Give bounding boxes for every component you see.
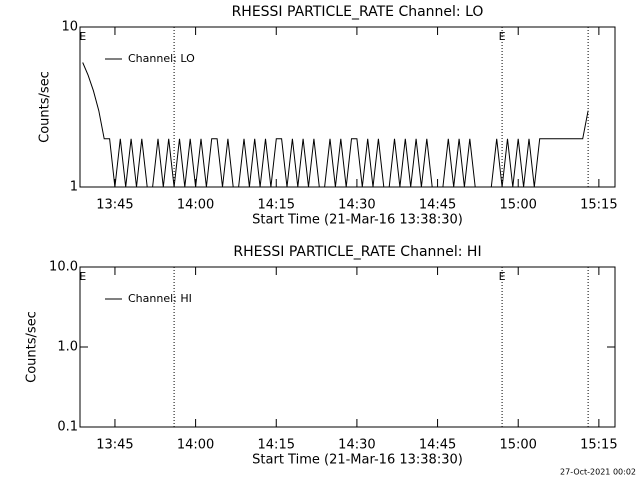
annotation: E [499, 30, 506, 43]
x-tick-label: 14:45 [419, 438, 456, 453]
x-tick-label: 15:15 [580, 198, 617, 213]
x-tick-label: 14:15 [258, 438, 295, 453]
annotation: E [79, 30, 86, 43]
x-tick-label: 13:45 [96, 198, 133, 213]
y-tick-label: 1.0 [57, 340, 78, 355]
x-tick-label: 15:15 [580, 438, 617, 453]
x-axis-label: Start Time (21-Mar-16 13:38:30) [252, 213, 463, 228]
annotation: E [79, 270, 86, 283]
y-axis-label: Counts/sec [25, 311, 40, 383]
x-tick-label: 15:00 [499, 198, 536, 213]
x-tick-label: 13:45 [96, 438, 133, 453]
chart-title: RHESSI PARTICLE_RATE Channel: HI [233, 244, 481, 260]
x-tick-label: 14:00 [177, 438, 214, 453]
y-tick-label: 10.0 [49, 260, 78, 275]
x-tick-label: 14:30 [338, 198, 375, 213]
x-tick-label: 15:00 [499, 438, 536, 453]
legend-label: Channel: LO [128, 52, 195, 65]
x-tick-label: 14:45 [419, 198, 456, 213]
x-axis-label: Start Time (21-Mar-16 13:38:30) [252, 453, 463, 468]
y-axis-label: Counts/sec [38, 71, 53, 143]
plot-frame [79, 26, 616, 188]
annotation: E [499, 270, 506, 283]
y-tick-label: 1 [70, 180, 78, 195]
x-tick-label: 14:15 [258, 198, 295, 213]
x-tick-label: 14:30 [338, 438, 375, 453]
chart-title: RHESSI PARTICLE_RATE Channel: LO [232, 4, 484, 20]
footer: 27-Oct-2021 00:02 [560, 468, 636, 477]
x-tick-label: 14:00 [177, 198, 214, 213]
legend-label: Channel: HI [128, 292, 192, 305]
y-tick-label: 0.1 [57, 420, 78, 435]
data-line [82, 62, 589, 188]
y-tick-label: 10 [61, 20, 78, 35]
